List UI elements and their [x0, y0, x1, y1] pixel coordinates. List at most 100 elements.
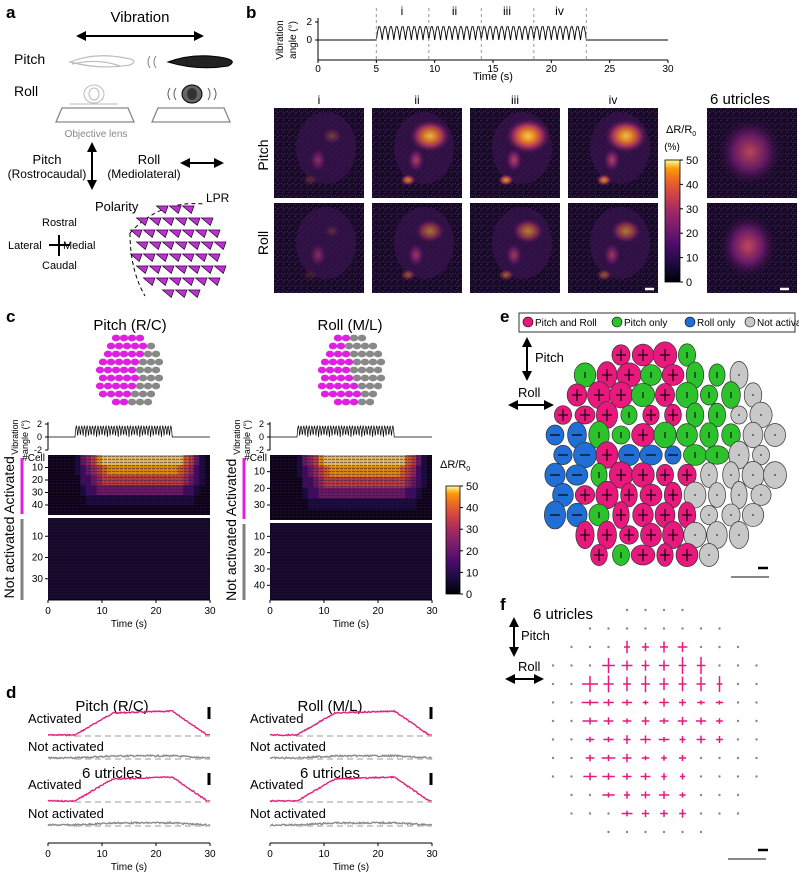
- vector-dot: [551, 756, 555, 760]
- cell-activated: [119, 398, 129, 406]
- polarity-triangle: [207, 253, 221, 262]
- c-y-tick-label: 10: [254, 467, 266, 478]
- vector-dot: [681, 830, 684, 834]
- b-segment-label: iv: [555, 4, 564, 18]
- polarity-triangle: [142, 277, 156, 286]
- vector-dot: [607, 645, 610, 649]
- fish-roll-icon: [167, 84, 217, 104]
- utricle-hotspot: [596, 269, 612, 281]
- c-xlabel: Time (s): [111, 619, 147, 630]
- polarity-triangle: [194, 277, 208, 286]
- polarity-triangle: [155, 205, 169, 214]
- cell-activated: [106, 390, 116, 398]
- cell-activated: [336, 374, 346, 382]
- vector-dot: [662, 830, 666, 834]
- cell-map-roll: [317, 334, 386, 406]
- polarity-triangle: [161, 241, 175, 250]
- cell-not-activated: [357, 382, 367, 390]
- polarity-triangle: [187, 217, 201, 226]
- cell-not-activated: [365, 398, 375, 406]
- c-y-tick-label: 30: [254, 564, 266, 575]
- cell-activated: [138, 342, 148, 350]
- panel-a: a Vibration Pitch Roll: [6, 3, 233, 298]
- legend-e: Pitch and Roll Pitch only Roll only Not act…: [522, 316, 799, 329]
- utricle-hotspot: [408, 119, 452, 153]
- cell-dot: [760, 454, 762, 456]
- polarity-triangle: [207, 229, 221, 238]
- b-col-header: ii: [414, 93, 419, 107]
- cell-map-pitch: [95, 334, 164, 406]
- cell-activated: [320, 390, 330, 398]
- polarity-triangle: [174, 265, 188, 274]
- cell-not-activated: [143, 398, 153, 406]
- cell-activated: [333, 398, 343, 406]
- cell-not-activated: [368, 390, 378, 398]
- c-y-tick-label: 40: [32, 500, 44, 511]
- c-x-tick-label: 0: [267, 606, 273, 617]
- legend-label: Pitch only: [624, 318, 667, 329]
- cell-activated: [114, 342, 124, 350]
- cell-activated: [122, 374, 132, 382]
- cell-not-activated: [127, 398, 137, 406]
- roll-axis-arrow: [180, 158, 224, 168]
- cell-activated: [130, 374, 140, 382]
- c-y-tick-label: 30: [32, 574, 44, 585]
- roll-row-label: Roll: [14, 83, 38, 99]
- cell-dot: [752, 394, 754, 396]
- polarity-triangle: [194, 253, 208, 262]
- cell-dot: [752, 514, 754, 516]
- cell-activated: [98, 358, 108, 366]
- legend-e-box: [518, 312, 796, 333]
- vector-dot: [551, 775, 555, 778]
- cell-not-activated: [135, 398, 145, 406]
- cell-not-activated: [138, 390, 148, 398]
- cell-not-activated: [344, 342, 354, 350]
- cell-activated: [349, 398, 359, 406]
- cell-activated: [328, 342, 338, 350]
- cell-not-activated: [352, 342, 362, 350]
- cell-activated: [98, 374, 108, 382]
- d-pitch-title: Pitch (R/C): [75, 698, 148, 715]
- c-y-tick-label: 20: [254, 548, 266, 559]
- polarity-triangle: [194, 229, 208, 238]
- polarity-triangle: [161, 217, 175, 226]
- vector-dot: [607, 830, 610, 834]
- vector-dot: [736, 664, 740, 667]
- f-roll-arrow: [505, 674, 544, 684]
- d-x-tick-label: 20: [150, 849, 162, 860]
- polarity-triangle: [168, 253, 182, 262]
- cell-dot: [738, 494, 740, 496]
- vector-dot: [570, 664, 573, 667]
- pitch-axis-arrow: [87, 142, 97, 190]
- utricle-hotspot: [602, 146, 622, 174]
- vector-dot: [755, 664, 758, 667]
- c-angle-tick-label: 2: [259, 419, 264, 429]
- d-activated-label: Activated: [28, 777, 81, 792]
- e-pitch-label: Pitch: [535, 350, 564, 365]
- utricle-hotspot: [603, 118, 649, 154]
- c-roll-title: Roll (M/L): [317, 317, 382, 334]
- cell-dot: [760, 494, 762, 496]
- cell-not-activated: [373, 350, 383, 358]
- cell-dot: [774, 474, 776, 476]
- legend-label: Pitch and Roll: [535, 318, 597, 329]
- vibration-arrow: [76, 31, 204, 41]
- cell-activated: [341, 366, 351, 374]
- polarity-field: [129, 203, 227, 298]
- vector-dot: [736, 756, 740, 760]
- legend-swatch: [611, 316, 623, 328]
- vector-dot: [644, 627, 647, 630]
- cell-activated: [127, 382, 137, 390]
- cell-not-activated: [360, 374, 370, 382]
- d-not-activated-label: Not activated: [250, 739, 326, 754]
- polarity-triangle: [187, 241, 201, 250]
- cell-activated: [336, 342, 346, 350]
- cell-not-activated: [352, 374, 362, 382]
- cbar-tick-label: 10: [466, 567, 478, 579]
- c-angle-tick-label: -2: [34, 445, 42, 455]
- polarity-triangle: [155, 277, 169, 286]
- pitch-axis-label: Pitch: [33, 152, 62, 167]
